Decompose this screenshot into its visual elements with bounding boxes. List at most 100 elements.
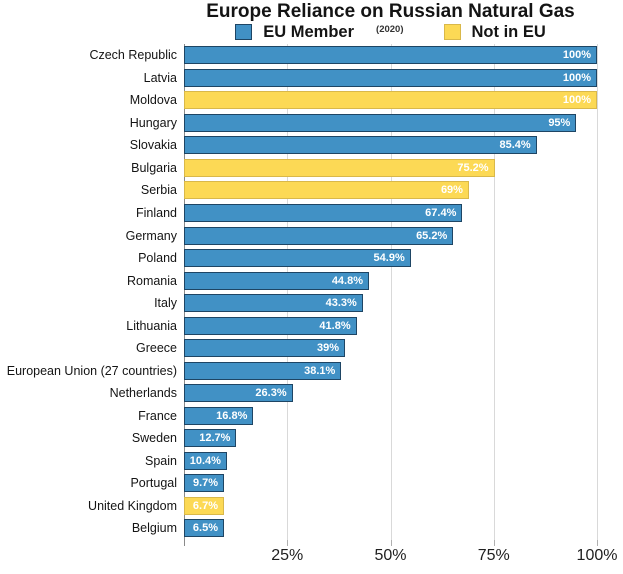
chart-row: European Union (27 countries) 38.1% xyxy=(0,359,623,382)
bar-rows: Czech Republic 100% Latvia 100% Moldova … xyxy=(0,44,623,540)
bar-value-label: 75.2% xyxy=(457,161,489,174)
bar-track: 43.3% xyxy=(184,294,597,313)
eu-member-swatch-icon xyxy=(235,24,253,40)
bar-track: 75.2% xyxy=(184,158,597,177)
chart-row: Italy 43.3% xyxy=(0,292,623,315)
bar-value-label: 10.4% xyxy=(189,454,221,467)
bar: 39% xyxy=(184,339,346,358)
bar: 26.3% xyxy=(184,384,293,403)
chart-row: Czech Republic 100% xyxy=(0,44,623,67)
gridline xyxy=(493,44,495,540)
bar-track: 41.8% xyxy=(184,316,597,335)
legend: EU Member (2020) Not in EU xyxy=(184,23,597,41)
chart-row: Sweden 12.7% xyxy=(0,427,623,450)
bar: 43.3% xyxy=(184,294,363,313)
chart-row: Poland 54.9% xyxy=(0,247,623,270)
bar-track: 54.9% xyxy=(184,249,597,268)
chart-row: Moldova 100% xyxy=(0,89,623,112)
bar: 67.4% xyxy=(184,203,463,222)
country-label: Poland xyxy=(138,251,177,266)
x-axis-tick-label: 50% xyxy=(374,547,407,564)
chart-row: Spain 10.4% xyxy=(0,450,623,473)
bar-track: 6.7% xyxy=(184,496,597,515)
chart-title: Europe Reliance on Russian Natural Gas xyxy=(206,1,575,22)
chart-row: Slovakia 85.4% xyxy=(0,134,623,157)
bar: 44.8% xyxy=(184,271,370,290)
chart-row: Hungary 95% xyxy=(0,112,623,135)
bar: 38.1% xyxy=(184,361,342,380)
bar-value-label: 9.7% xyxy=(192,477,219,490)
chart-subtitle: (2020) xyxy=(376,23,404,35)
bar-track: 44.8% xyxy=(184,271,597,290)
bar-value-label: 39% xyxy=(317,342,340,355)
chart-row: Netherlands 26.3% xyxy=(0,382,623,405)
country-label: Belgium xyxy=(131,521,177,536)
bar-track: 95% xyxy=(184,113,597,132)
bar-value-label: 16.8% xyxy=(216,409,248,422)
country-label: Romania xyxy=(126,273,177,288)
bar-track: 100% xyxy=(184,68,597,87)
bar-value-label: 95% xyxy=(548,116,571,129)
bar: 69% xyxy=(184,181,469,200)
country-label: Germany xyxy=(125,228,177,243)
bar: 12.7% xyxy=(184,429,237,448)
x-axis-tick-mark xyxy=(287,540,289,546)
country-label: France xyxy=(138,408,177,423)
bar-track: 69% xyxy=(184,181,597,200)
bar-value-label: 38.1% xyxy=(304,364,336,377)
x-axis-tick-label: 25% xyxy=(271,547,304,564)
chart-row: Finland 67.4% xyxy=(0,202,623,225)
bar-value-label: 43.3% xyxy=(325,297,357,310)
country-label: Netherlands xyxy=(109,386,177,401)
gridline xyxy=(390,44,392,540)
chart-row: Bulgaria 75.2% xyxy=(0,157,623,180)
bar-track: 12.7% xyxy=(184,429,597,448)
bar-value-label: 26.3% xyxy=(255,387,287,400)
bar-track: 16.8% xyxy=(184,406,597,425)
bar-track: 100% xyxy=(184,91,597,110)
bar: 6.7% xyxy=(184,496,224,515)
bar-track: 39% xyxy=(184,339,597,358)
chart-row: United Kingdom 6.7% xyxy=(0,495,623,518)
country-label: Greece xyxy=(136,341,177,356)
bar-value-label: 44.8% xyxy=(331,274,364,287)
country-label: Lithuania xyxy=(126,318,177,333)
chart-row: Belgium 6.5% xyxy=(0,517,623,540)
chart-row: France 16.8% xyxy=(0,405,623,428)
bar: 10.4% xyxy=(184,451,227,470)
bar: 75.2% xyxy=(184,158,495,177)
bar-value-label: 85.4% xyxy=(499,139,531,152)
country-label: Serbia xyxy=(140,183,177,198)
country-label: Sweden xyxy=(131,431,177,446)
country-label: Finland xyxy=(136,205,177,220)
country-label: Hungary xyxy=(129,115,177,130)
chart-row: Portugal 9.7% xyxy=(0,472,623,495)
country-label: United Kingdom xyxy=(88,498,177,513)
gridline xyxy=(597,44,598,540)
bar-value-label: 69% xyxy=(440,184,463,197)
bar: 16.8% xyxy=(184,406,254,425)
bar-value-label: 100% xyxy=(562,94,591,107)
country-label: Spain xyxy=(145,453,177,468)
bar-value-label: 12.7% xyxy=(199,432,231,445)
country-label: Portugal xyxy=(130,476,177,491)
country-label: Moldova xyxy=(129,93,177,108)
bar: 100% xyxy=(184,68,597,87)
gridline xyxy=(287,44,289,540)
bar-track: 6.5% xyxy=(184,519,597,538)
bar: 100% xyxy=(184,46,597,65)
bar: 95% xyxy=(184,113,577,132)
x-axis-tick-mark xyxy=(493,540,495,546)
bar-track: 9.7% xyxy=(184,474,597,493)
bar-value-label: 54.9% xyxy=(373,252,405,265)
country-label: European Union (27 countries) xyxy=(6,363,177,378)
x-axis-tick-label: 100% xyxy=(576,547,618,564)
bar-value-label: 100% xyxy=(562,71,591,84)
bar-value-label: 6.5% xyxy=(192,522,218,535)
bar: 9.7% xyxy=(184,474,225,493)
not-in-eu-swatch-icon xyxy=(443,24,461,40)
country-label: Czech Republic xyxy=(89,48,177,63)
legend-label-not-in-eu: Not in EU xyxy=(471,22,546,41)
